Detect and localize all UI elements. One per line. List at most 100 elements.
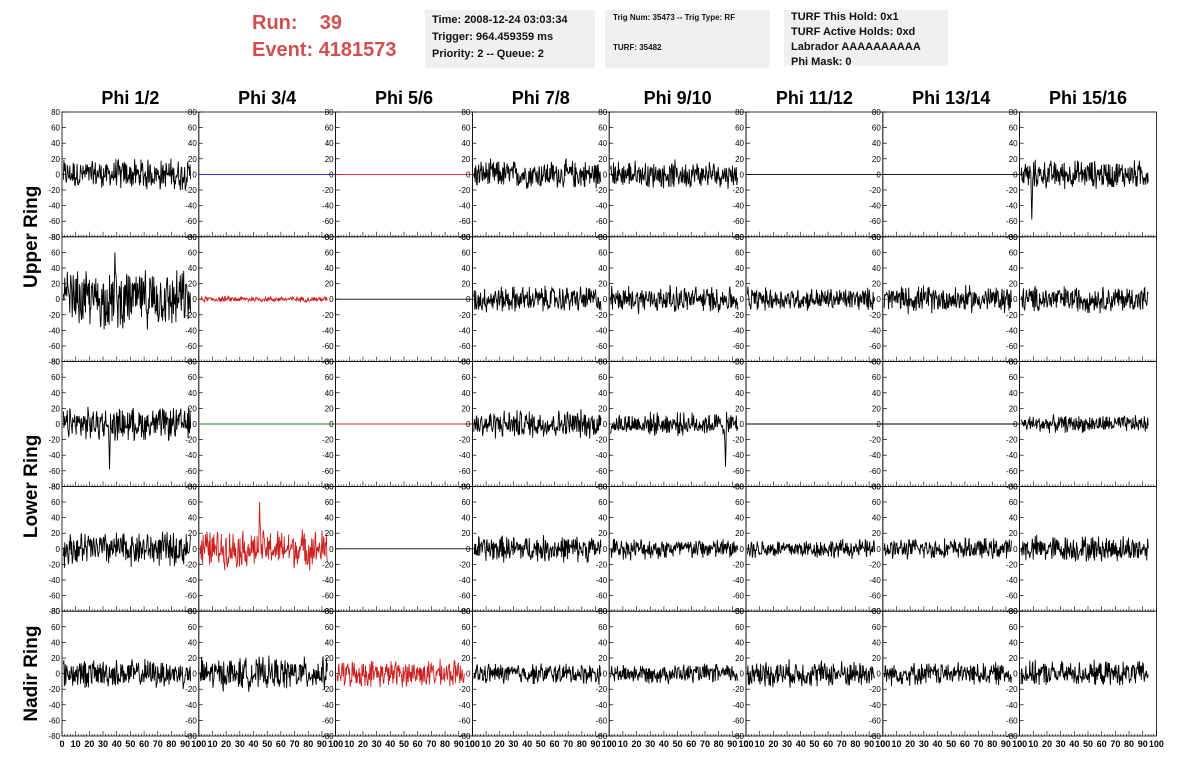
y-tick-label: 40 [188,389,197,398]
y-tick-label: 40 [872,139,881,148]
y-tick-label: -40 [732,451,744,460]
y-tick-label: 60 [1009,498,1018,507]
y-tick-label: 80 [51,482,60,491]
y-tick-label: 80 [598,482,607,491]
y-tick-label: 80 [51,358,60,367]
x-tick-label: 60 [686,739,696,749]
y-tick-label: -60 [732,217,744,226]
x-tick-label: 20 [84,739,94,749]
y-tick-label: 40 [325,139,334,148]
y-tick-label: -40 [185,576,197,585]
y-tick-label: 0 [1013,545,1018,554]
y-tick-label: -40 [869,326,881,335]
y-tick-label: -80 [596,482,608,491]
x-tick-label: 60 [1097,739,1107,749]
y-tick-label: -40 [869,576,881,585]
y-tick-label: -20 [185,560,197,569]
y-tick-label: -20 [732,311,744,320]
y-tick-label: 20 [461,155,470,164]
y-tick-label: -80 [322,732,334,741]
y-tick-label: -80 [869,233,881,242]
y-tick-label: 0 [56,420,61,429]
labrador-text: Labrador AAAAAAAAAA [791,41,921,53]
y-tick-label: 60 [872,498,881,507]
run-event-header: Run: 39 Event: 4181573 [252,10,397,64]
y-tick-label: -80 [48,607,60,616]
y-tick-label: 20 [325,155,334,164]
y-tick-label: -40 [459,326,471,335]
waveform-trace [610,663,739,686]
y-tick-label: 40 [325,389,334,398]
y-tick-label: -80 [1006,732,1018,741]
y-tick-label: 80 [735,233,744,242]
x-tick-label: 80 [1124,739,1134,749]
x-tick-label: 90 [1138,739,1148,749]
x-tick-label: 30 [645,739,655,749]
y-tick-label: 0 [192,545,197,554]
y-tick-label: 20 [735,529,744,538]
y-tick-label: -40 [459,701,471,710]
x-tick-label: 100 [191,739,206,749]
y-tick-label: -20 [185,436,197,445]
y-tick-label: 20 [188,404,197,413]
x-tick-label: 100 [1012,739,1027,749]
y-tick-label: 80 [598,358,607,367]
y-tick-label: -40 [732,576,744,585]
waveform-trace [1020,286,1149,314]
y-tick-label: 20 [461,404,470,413]
y-tick-label: 20 [1009,155,1018,164]
y-tick-label: 60 [735,498,744,507]
y-tick-label: 0 [192,295,197,304]
y-tick-label: 40 [598,638,607,647]
y-tick-label: 0 [603,670,608,679]
y-tick-label: 80 [1009,607,1018,616]
y-tick-label: -20 [1006,560,1018,569]
y-tick-label: -80 [1006,482,1018,491]
y-tick-label: 80 [325,482,334,491]
y-tick-label: -20 [732,186,744,195]
x-tick-label: 80 [850,739,860,749]
y-tick-label: 60 [872,248,881,257]
trig-num-text: Trig Num: 35473 -- Trig Type: RF [613,13,736,22]
waveform-trace [610,159,739,189]
x-tick-label: 70 [426,739,436,749]
y-tick-label: 40 [461,514,470,523]
y-tick-label: -80 [459,732,471,741]
y-tick-label: -80 [596,607,608,616]
y-tick-label: 80 [872,607,881,616]
y-tick-label: 40 [461,389,470,398]
x-tick-label: 90 [317,739,327,749]
y-tick-label: -80 [869,732,881,741]
y-tick-label: -60 [459,342,471,351]
y-tick-label: 80 [325,108,334,117]
x-tick-label: 90 [1001,739,1011,749]
y-tick-label: -60 [869,342,881,351]
y-tick-label: 20 [188,280,197,289]
y-tick-label: 80 [461,607,470,616]
y-tick-label: 40 [51,638,60,647]
y-tick-label: 0 [329,670,334,679]
x-tick-label: 40 [385,739,395,749]
x-tick-label: 50 [399,739,409,749]
y-tick-label: -60 [459,217,471,226]
x-tick-label: 10 [618,739,628,749]
turf-info-box: TURF This Hold: 0x1 TURF Active Holds: 0… [784,10,948,68]
y-tick-label: 60 [51,373,60,382]
y-tick-label: 0 [466,420,471,429]
x-tick-label: 60 [960,739,970,749]
y-tick-label: 20 [872,155,881,164]
y-tick-label: 0 [740,420,745,429]
y-tick-label: -40 [459,451,471,460]
y-tick-label: 0 [466,545,471,554]
y-tick-label: 80 [51,108,60,117]
event-value: 4181573 [318,39,397,61]
y-tick-label: 80 [325,607,334,616]
y-tick-label: -60 [869,716,881,725]
y-tick-label: 40 [872,389,881,398]
y-tick-label: -20 [185,186,197,195]
y-tick-label: 80 [735,358,744,367]
y-tick-label: -40 [185,326,197,335]
y-tick-label: 40 [51,514,60,523]
y-tick-label: -40 [322,701,334,710]
x-tick-label: 60 [823,739,833,749]
